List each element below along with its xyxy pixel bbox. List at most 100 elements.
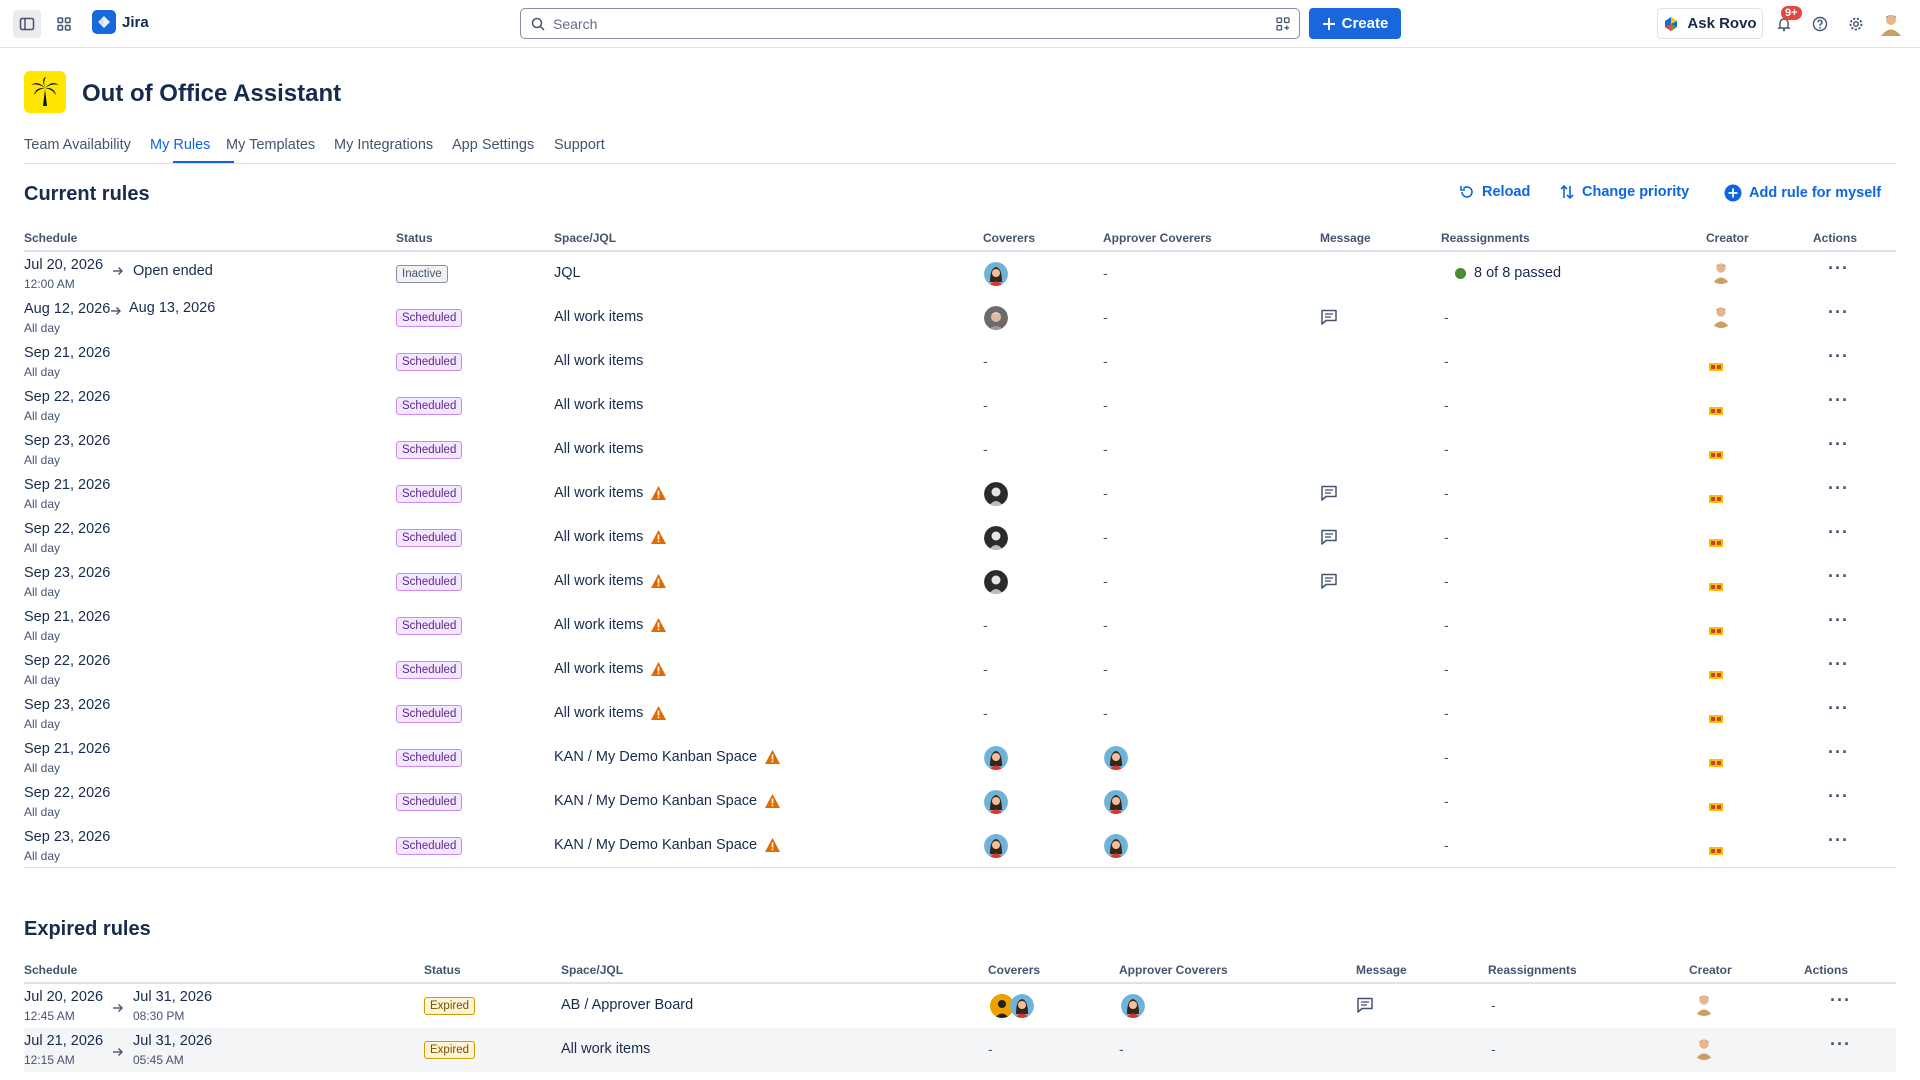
space-jql[interactable]: KAN / My Demo Kanban Space	[554, 793, 781, 809]
tab-support[interactable]: Support	[554, 137, 605, 153]
column-header[interactable]: Approver Coverers	[1119, 963, 1228, 977]
space-jql[interactable]: All work items	[554, 661, 667, 677]
column-header[interactable]: Coverers	[988, 963, 1041, 977]
message-button[interactable]	[1356, 996, 1374, 1019]
ask-rovo-button[interactable]: Ask Rovo	[1657, 8, 1763, 39]
coverer-avatar[interactable]	[984, 262, 1008, 286]
tab-team-availability[interactable]: Team Availability	[24, 137, 131, 153]
more-actions-button[interactable]: ···	[1828, 522, 1849, 542]
column-header[interactable]: Reassignments	[1488, 963, 1577, 977]
space-jql[interactable]: All work items	[554, 397, 643, 413]
create-button[interactable]: Create	[1309, 8, 1401, 39]
more-actions-button[interactable]: ···	[1828, 654, 1849, 674]
space-jql[interactable]: JQL	[554, 265, 581, 281]
coverer-avatar[interactable]	[984, 306, 1008, 330]
more-actions-button[interactable]: ···	[1830, 990, 1851, 1010]
tab-my-integrations[interactable]: My Integrations	[334, 137, 434, 153]
column-header[interactable]: Status	[424, 963, 461, 977]
more-actions-button[interactable]: ···	[1828, 566, 1849, 586]
coverer-avatar[interactable]	[984, 834, 1008, 858]
creator-avatar[interactable]	[1709, 304, 1733, 328]
approver-avatar[interactable]	[1104, 790, 1128, 814]
column-header[interactable]: Schedule	[24, 231, 78, 245]
column-header[interactable]: Actions	[1804, 963, 1849, 977]
more-actions-button[interactable]: ···	[1828, 346, 1849, 366]
jira-logo[interactable]	[92, 10, 116, 34]
more-actions-button[interactable]: ···	[1828, 698, 1849, 718]
approver-avatar[interactable]	[1104, 834, 1128, 858]
creator-avatar[interactable]	[1709, 446, 1723, 459]
table-row[interactable]: Sep 22, 2026 All day Scheduled KAN / My Dem…	[24, 780, 1896, 824]
reload-button[interactable]: Reload	[1459, 184, 1530, 200]
approver-avatar[interactable]	[1121, 994, 1145, 1018]
help-button[interactable]	[1806, 10, 1834, 38]
table-row[interactable]: Aug 12, 2026 Aug 13, 2026 All day Scheduled…	[24, 296, 1896, 340]
creator-avatar[interactable]	[1709, 490, 1723, 503]
change-priority-button[interactable]: Change priority	[1559, 184, 1689, 200]
tab-my-rules[interactable]: My Rules	[150, 137, 211, 153]
creator-avatar[interactable]	[1709, 402, 1723, 415]
table-row[interactable]: Sep 23, 2026 All day Scheduled All work ite…	[24, 692, 1896, 736]
approver-avatar[interactable]	[1104, 746, 1128, 770]
more-actions-button[interactable]: ···	[1828, 478, 1849, 498]
tab-my-templates[interactable]: My Templates	[226, 137, 316, 153]
table-row[interactable]: Jul 21, 2026 12:15 AM Jul 31, 2026 05:45 AM…	[24, 1028, 1896, 1072]
coverer-avatar[interactable]	[984, 526, 1008, 550]
add-rule-button[interactable]: Add rule for myself	[1724, 184, 1881, 202]
space-jql[interactable]: All work items	[554, 705, 667, 721]
table-row[interactable]: Sep 21, 2026 All day Scheduled KAN / My Dem…	[24, 736, 1896, 780]
space-jql[interactable]: AB / Approver Board	[561, 997, 693, 1013]
table-row[interactable]: Sep 23, 2026 All day Scheduled All work ite…	[24, 428, 1896, 472]
space-jql[interactable]: All work items	[554, 441, 643, 457]
creator-avatar[interactable]	[1709, 358, 1723, 371]
table-row[interactable]: Sep 21, 2026 All day Scheduled All work ite…	[24, 340, 1896, 384]
tab-app-settings[interactable]: App Settings	[452, 137, 535, 153]
settings-button[interactable]	[1842, 10, 1870, 38]
creator-avatar[interactable]	[1709, 260, 1733, 284]
coverer-avatar[interactable]	[984, 746, 1008, 770]
table-row[interactable]: Jul 20, 2026 12:45 AM Jul 31, 2026 08:30 PM…	[24, 984, 1896, 1028]
column-header[interactable]: Schedule	[24, 963, 78, 977]
space-jql[interactable]: All work items	[561, 1041, 650, 1057]
message-button[interactable]	[1320, 572, 1338, 595]
space-jql[interactable]: KAN / My Demo Kanban Space	[554, 837, 781, 853]
column-header[interactable]: Coverers	[983, 231, 1036, 245]
more-actions-button[interactable]: ···	[1828, 302, 1849, 322]
table-row[interactable]: Sep 22, 2026 All day Scheduled All work ite…	[24, 516, 1896, 560]
creator-avatar[interactable]	[1709, 842, 1723, 855]
space-jql[interactable]: All work items	[554, 353, 643, 369]
column-header[interactable]: Message	[1320, 231, 1371, 245]
coverer-avatar[interactable]	[984, 790, 1008, 814]
column-header[interactable]: Creator	[1689, 963, 1732, 977]
space-jql[interactable]: KAN / My Demo Kanban Space	[554, 749, 781, 765]
more-actions-button[interactable]: ···	[1828, 434, 1849, 454]
creator-avatar[interactable]	[1709, 798, 1723, 811]
column-header[interactable]: Message	[1356, 963, 1407, 977]
sidebar-toggle-button[interactable]	[13, 10, 41, 38]
message-button[interactable]	[1320, 484, 1338, 507]
creator-avatar[interactable]	[1692, 992, 1716, 1016]
creator-avatar[interactable]	[1709, 622, 1723, 635]
more-actions-button[interactable]: ···	[1828, 742, 1849, 762]
creator-avatar[interactable]	[1709, 578, 1723, 591]
creator-avatar[interactable]	[1709, 666, 1723, 679]
app-name[interactable]: Jira	[122, 14, 149, 31]
more-actions-button[interactable]: ···	[1828, 610, 1849, 630]
space-jql[interactable]: All work items	[554, 309, 643, 325]
table-row[interactable]: Sep 22, 2026 All day Scheduled All work ite…	[24, 648, 1896, 692]
space-jql[interactable]: All work items	[554, 485, 667, 501]
more-actions-button[interactable]: ···	[1828, 258, 1849, 278]
coverer-avatar[interactable]	[984, 482, 1008, 506]
column-header[interactable]: Approver Coverers	[1103, 231, 1212, 245]
more-actions-button[interactable]: ···	[1828, 390, 1849, 410]
space-jql[interactable]: All work items	[554, 529, 667, 545]
column-header[interactable]: Actions	[1813, 231, 1858, 245]
column-header[interactable]: Status	[396, 231, 433, 245]
column-header[interactable]: Reassignments	[1441, 231, 1530, 245]
reassignments-status[interactable]: 8 of 8 passed	[1455, 265, 1561, 281]
table-row[interactable]: Sep 21, 2026 All day Scheduled All work ite…	[24, 604, 1896, 648]
column-header[interactable]: Space/JQL	[554, 231, 617, 245]
filter-icon[interactable]	[1275, 16, 1291, 32]
message-button[interactable]	[1320, 528, 1338, 551]
app-switcher-button[interactable]	[50, 10, 78, 38]
